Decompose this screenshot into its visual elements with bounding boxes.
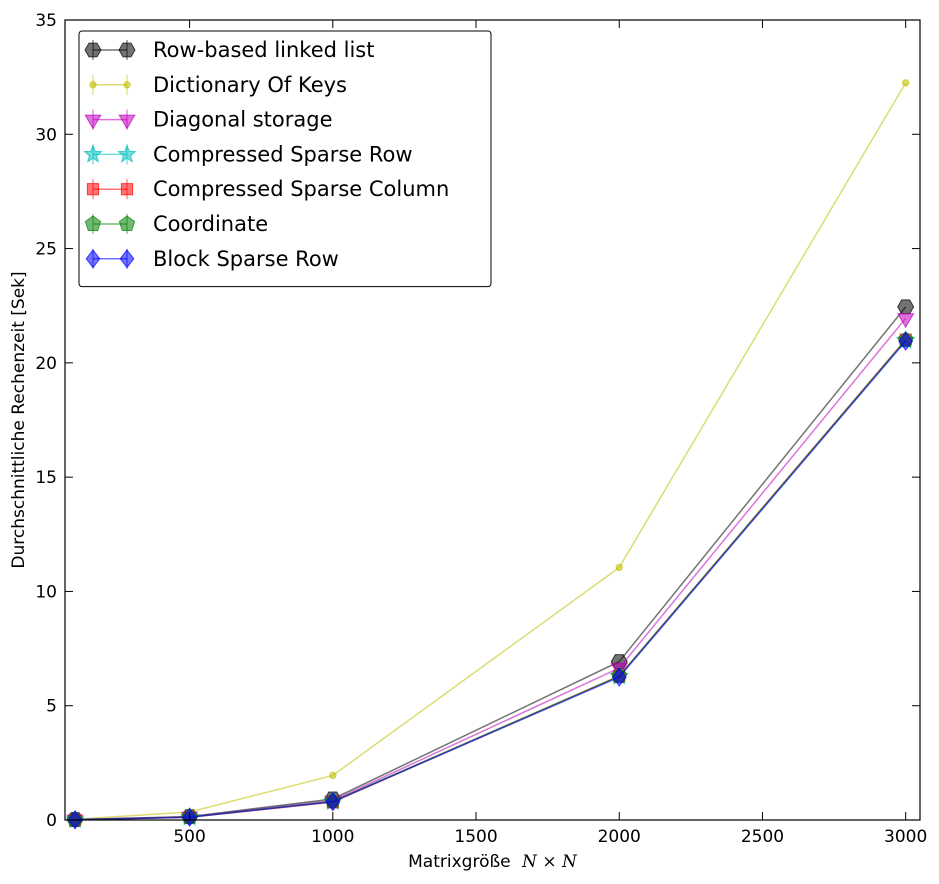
data-point [902, 79, 910, 87]
legend-item-coordinate: Coordinate [84, 212, 268, 236]
legend-marker [84, 215, 102, 231]
legend-item-diagonal-storage: Diagonal storage [84, 108, 333, 132]
legend-label: Dictionary Of Keys [153, 73, 347, 97]
x-tick-label: 3000 [884, 827, 927, 847]
y-tick-label: 30 [35, 125, 57, 145]
x-axis-label-math: N × N [521, 852, 578, 872]
legend: Row-based linked list Dictionary Of Keys D… [78, 30, 492, 288]
data-point [325, 792, 341, 812]
legend-marker [118, 215, 136, 231]
y-tick-label: 20 [35, 354, 57, 374]
legend-item-compressed-sparse-row: Compressed Sparse Row [83, 142, 413, 166]
y-tick-label: 35 [35, 11, 57, 31]
legend-label: Coordinate [153, 212, 268, 236]
data-point [898, 331, 914, 351]
legend-item-compressed-sparse-column: Compressed Sparse Column [86, 177, 449, 201]
legend-marker [85, 249, 101, 269]
legend-item-block-sparse-row: Block Sparse Row [85, 247, 339, 271]
data-point [611, 667, 627, 687]
data-point [329, 771, 337, 780]
legend-marker [84, 42, 102, 58]
legend-marker [117, 143, 137, 163]
x-tick-label: 2500 [741, 827, 784, 847]
legend-marker [118, 114, 136, 130]
x-tick-label: 500 [173, 827, 205, 847]
legend-label: Row-based linked list [153, 38, 374, 62]
legend-label: Compressed Sparse Row [153, 142, 413, 166]
legend-marker [83, 143, 103, 163]
x-tick-label: 1000 [311, 827, 354, 847]
y-tick-label: 25 [35, 240, 57, 260]
y-tick-label: 15 [35, 468, 57, 488]
legend-item-row-based-linked-list: Row-based linked list [84, 38, 374, 62]
legend-marker [118, 42, 136, 58]
x-tick-label: 2000 [598, 827, 641, 847]
data-point [897, 313, 915, 329]
series-layer [65, 79, 916, 830]
legend-marker [120, 183, 134, 196]
ticks-layer: 500 1000 1500 2000 2500 3000 0 5 10 15 20 25 30 35 [35, 11, 927, 847]
y-tick-label: 0 [46, 811, 57, 831]
x-tick-label: 1500 [454, 827, 497, 847]
legend-marker [123, 81, 131, 89]
legend-item-dictionary-of-keys: Dictionary Of Keys [89, 73, 347, 97]
legend-marker [84, 114, 102, 130]
y-tick-label: 5 [46, 697, 57, 717]
data-point [897, 299, 915, 315]
x-axis-label-text: Matrixgröße [408, 852, 511, 872]
y-axis-label: Durchschnittliche Rechenzeit [Sek] [9, 271, 29, 568]
legend-marker [119, 249, 135, 269]
plot-frame [64, 19, 921, 821]
data-point [615, 563, 623, 572]
legend-label: Block Sparse Row [153, 247, 339, 271]
legend-label: Compressed Sparse Column [153, 177, 449, 201]
x-axis-label: Matrixgröße N × N [408, 852, 578, 872]
legend-marker [89, 81, 97, 89]
y-tick-label: 10 [35, 582, 57, 602]
legend-marker [86, 183, 100, 196]
legend-box [78, 30, 492, 288]
legend-label: Diagonal storage [153, 108, 333, 132]
